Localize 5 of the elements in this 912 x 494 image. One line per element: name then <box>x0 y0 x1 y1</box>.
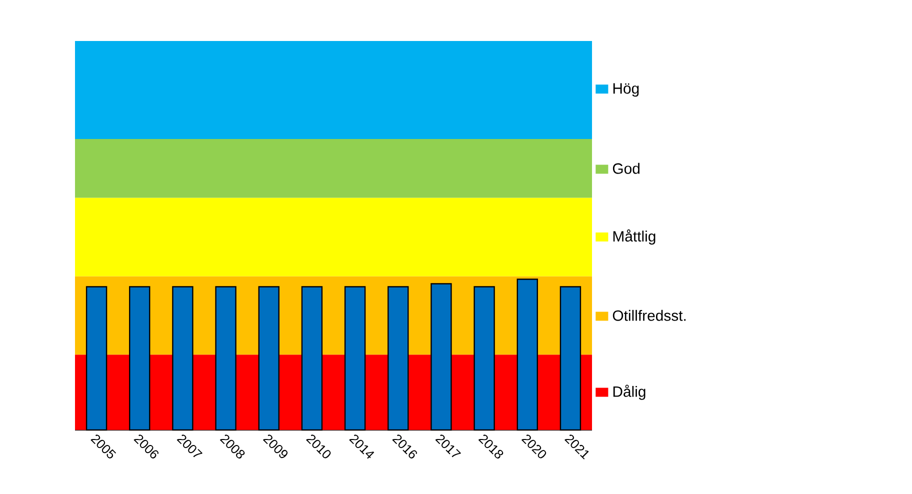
band-label: Otillfredsst. <box>612 310 686 321</box>
band-label: God <box>612 162 640 174</box>
band-label: Dålig <box>613 384 646 400</box>
band-label: Måttlig <box>613 229 656 245</box>
band-label: Hög <box>613 83 639 97</box>
